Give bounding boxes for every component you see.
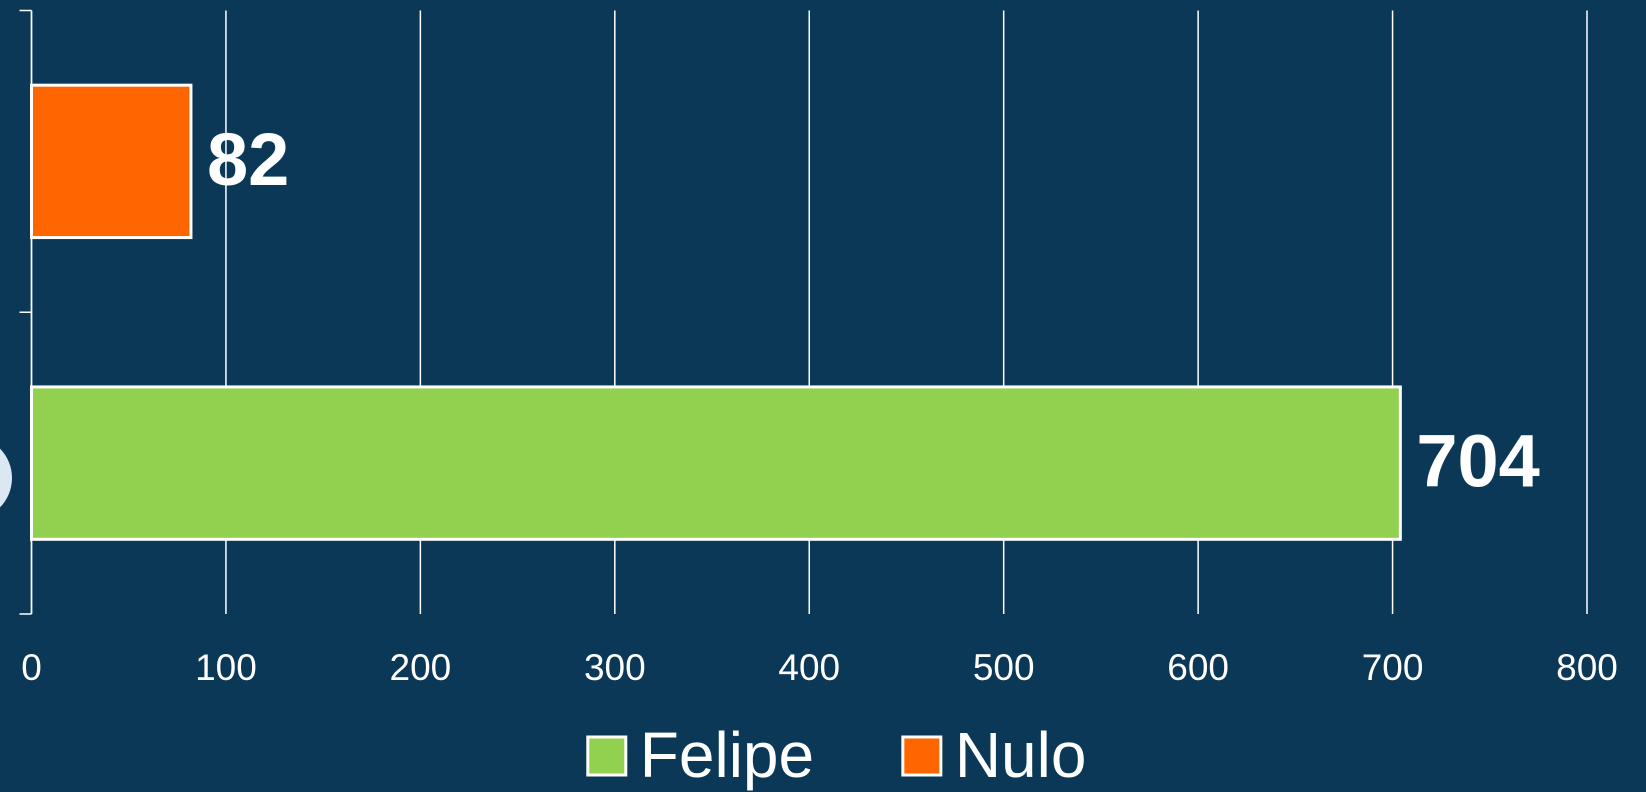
- data-label: 704: [1416, 420, 1539, 503]
- decoration: [0, 448, 12, 508]
- x-tick-label: 400: [778, 647, 840, 688]
- bar: [30, 83, 193, 240]
- x-tick-label: 600: [1167, 647, 1229, 688]
- x-tick-label: 500: [973, 647, 1035, 688]
- legend-swatch: [901, 735, 943, 777]
- data-label: 82: [207, 118, 289, 201]
- legend-label: Felipe: [640, 719, 814, 791]
- x-tick-label: 0: [21, 647, 42, 688]
- legend-swatch: [586, 735, 628, 777]
- legend-label: Nulo: [955, 719, 1087, 791]
- x-tick-label: 300: [584, 647, 646, 688]
- x-tick-label: 800: [1556, 647, 1618, 688]
- x-tick-label: 100: [195, 647, 257, 688]
- bar: [30, 385, 1402, 541]
- x-tick-label: 700: [1362, 647, 1424, 688]
- x-tick-label: 200: [390, 647, 452, 688]
